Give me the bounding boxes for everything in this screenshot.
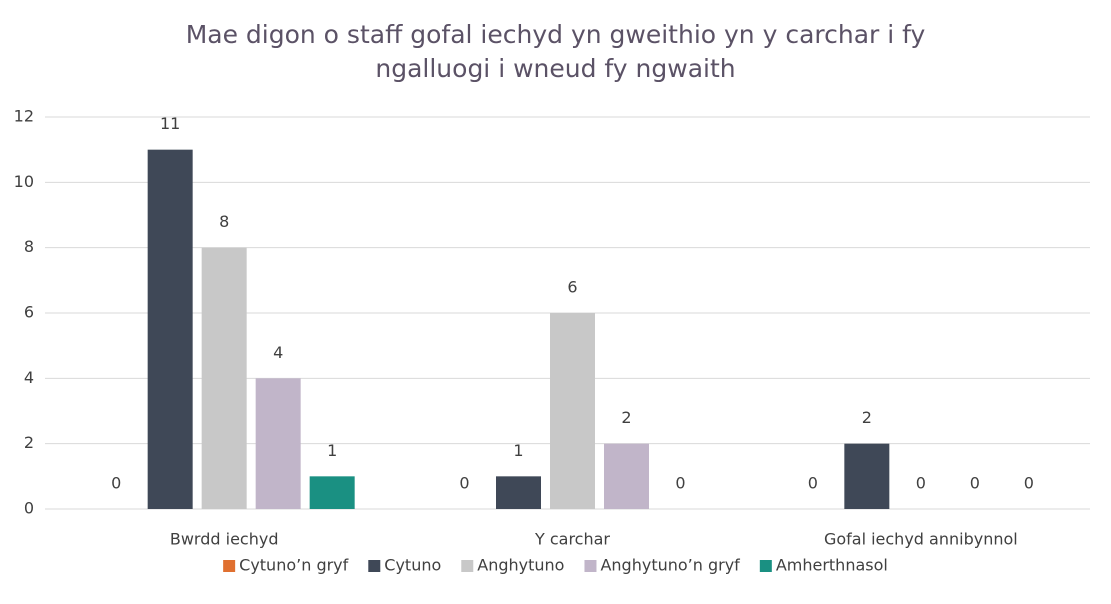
bar [147,149,193,509]
bar [309,476,355,509]
legend-label: Anghytuno [477,556,564,575]
bar [604,443,649,509]
data-label: 4 [273,343,283,362]
data-label: 8 [219,212,229,231]
legend-swatch [759,560,772,572]
x-tick-label: Gofal iechyd annibynnol [824,530,1018,549]
y-tick-label: 0 [24,499,34,518]
data-label: 11 [160,114,180,133]
legend-swatch [461,560,474,572]
data-label: 0 [970,474,980,493]
chart-title: Mae digon o staff gofal iechyd yn gweith… [185,20,926,83]
bar [496,476,541,509]
data-label: 6 [567,278,577,297]
legend-label: Amherthnasol [776,556,888,575]
data-label: 1 [513,441,523,460]
y-tick-label: 10 [14,172,34,191]
data-label: 2 [621,408,631,427]
data-label: 1 [327,441,337,460]
y-tick-label: 4 [24,368,34,387]
data-label: 0 [1024,474,1034,493]
data-label: 0 [916,474,926,493]
legend-swatch [223,560,236,572]
y-tick-label: 12 [14,107,34,126]
y-tick-label: 2 [24,433,34,452]
legend-swatch [584,560,597,572]
y-tick-label: 8 [24,237,34,256]
data-label: 0 [808,474,818,493]
x-tick-label: Bwrdd iechyd [170,530,279,549]
data-label: 0 [675,474,685,493]
y-tick-label: 6 [24,303,34,322]
legend-label: Cytuno’n gryf [239,556,349,575]
legend-swatch [368,560,381,572]
bar [844,443,890,509]
legend-label: Anghytuno’n gryf [600,556,740,575]
data-label: 2 [862,408,872,427]
bar [255,378,301,509]
legend-label: Cytuno [384,556,441,575]
bar [201,247,247,509]
x-tick-label: Y carchar [534,530,610,549]
data-label: 0 [459,474,469,493]
data-label: 0 [111,474,121,493]
bar [550,313,595,509]
